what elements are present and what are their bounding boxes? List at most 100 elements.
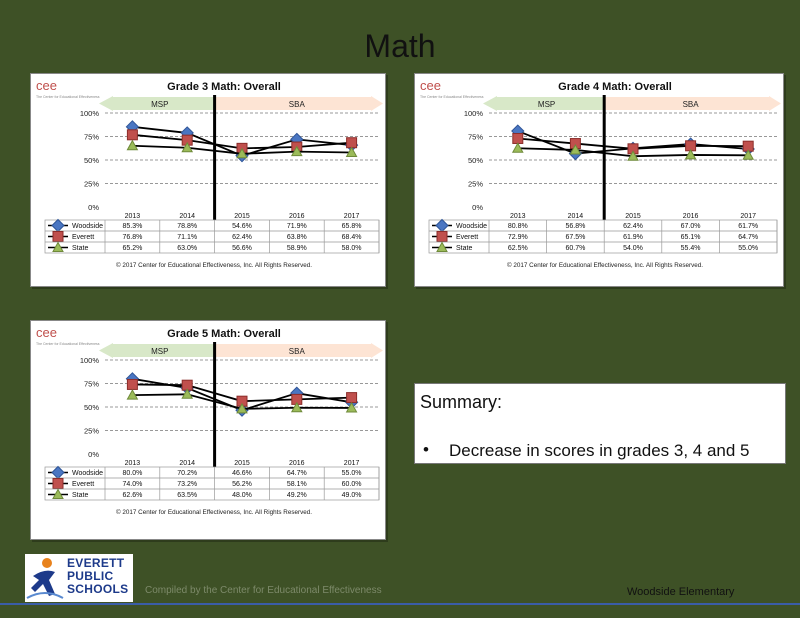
chart-grade-4-math: cee The Center for Educational Effectiven… (414, 73, 784, 287)
data-label: 56.2% (232, 481, 252, 488)
y-tick-label: 75% (84, 380, 99, 389)
summary-bullet: • (423, 440, 429, 459)
summary-box: Summary: • Decrease in scores in grades … (414, 383, 786, 464)
data-label: 70.2% (177, 470, 197, 477)
data-label: 63.0% (177, 245, 197, 252)
brand-subtitle: The Center for Educational Effectiveness (36, 342, 100, 346)
msp-band-label: MSP (538, 100, 555, 109)
logo-line-3: SCHOOLS (67, 582, 129, 596)
data-label: 55.0% (738, 245, 758, 252)
y-tick-label: 25% (468, 180, 483, 189)
logo-line-1: EVERETT (67, 556, 125, 570)
runner-icon (26, 558, 64, 599)
data-label: 61.7% (738, 223, 758, 230)
data-label: 58.0% (342, 245, 362, 252)
legend-marker (51, 218, 65, 233)
data-label: 55.0% (342, 470, 362, 477)
data-label: 67.5% (565, 234, 585, 241)
data-label: 49.2% (287, 492, 307, 499)
data-label: 60.0% (342, 481, 362, 488)
y-tick-label: 75% (468, 133, 483, 142)
data-label: 62.6% (122, 492, 142, 499)
data-label: 58.9% (287, 245, 307, 252)
y-tick-label: 25% (84, 180, 99, 189)
brand-logo: cee (36, 325, 57, 340)
point-state (290, 145, 303, 157)
data-label: 56.6% (232, 245, 252, 252)
data-label: 46.6% (232, 470, 252, 477)
msp-band-label: MSP (151, 347, 168, 356)
summary-text: Decrease in scores in grades 3, 4 and 5 (449, 441, 750, 460)
point-state (181, 388, 194, 399)
y-tick-label: 25% (84, 427, 99, 436)
point-state (126, 139, 139, 151)
data-label: 62.5% (508, 245, 528, 252)
point-everett (126, 129, 138, 141)
legend-marker (52, 241, 64, 252)
point-state (345, 401, 358, 413)
data-label: 65.8% (342, 223, 362, 230)
chart-grade-3-math: cee The Center for Educational Effectiven… (30, 73, 386, 287)
x-tick-label: 2017 (344, 213, 360, 220)
footer-credit: Compiled by the Center for Educational E… (145, 585, 382, 596)
chart-title: Grade 3 Math: Overall (167, 81, 281, 93)
data-label: 55.4% (681, 245, 701, 252)
brand-logo: cee (36, 78, 57, 93)
slide-title: Math (364, 28, 436, 64)
data-label: 85.3% (122, 223, 142, 230)
y-tick-label: 50% (84, 156, 99, 165)
data-label: 64.7% (287, 470, 307, 477)
summary-heading: Summary: (420, 392, 503, 412)
x-tick-label: 2014 (179, 213, 195, 220)
point-state (569, 143, 582, 155)
legend-label-woodside: Woodside (72, 223, 103, 230)
x-tick-label: 2013 (125, 460, 141, 467)
sba-band-label: SBA (289, 347, 306, 356)
data-label: 62.4% (232, 234, 252, 241)
copyright-notice: © 2017 Center for Educational Effectiven… (507, 261, 703, 269)
y-tick-label: 0% (88, 203, 99, 212)
data-label: 54.6% (232, 223, 252, 230)
data-label: 63.8% (287, 234, 307, 241)
x-tick-label: 2015 (234, 460, 250, 467)
x-tick-label: 2016 (683, 213, 699, 220)
chart-title: Grade 4 Math: Overall (558, 81, 672, 93)
y-tick-label: 100% (80, 356, 100, 365)
data-label: 63.5% (177, 492, 197, 499)
data-label: 67.0% (681, 223, 701, 230)
x-tick-label: 2016 (289, 213, 305, 220)
msp-band (99, 343, 215, 358)
x-tick-label: 2015 (234, 213, 250, 220)
chart-svg: cee The Center for Educational Effectiven… (420, 78, 781, 269)
chart-grade-5-math: cee The Center for Educational Effectiven… (30, 320, 386, 540)
data-label: 80.0% (122, 470, 142, 477)
data-label: 64.7% (738, 234, 758, 241)
x-tick-label: 2016 (289, 460, 305, 467)
x-tick-label: 2017 (344, 460, 360, 467)
sba-band (214, 96, 383, 111)
sba-band-label: SBA (289, 100, 306, 109)
point-state (236, 402, 248, 414)
msp-band (99, 96, 215, 111)
x-tick-label: 2013 (125, 213, 141, 220)
brand-subtitle: The Center for Educational Effectiveness (36, 95, 100, 99)
data-label: 61.9% (623, 234, 643, 241)
point-state (126, 389, 139, 400)
legend-label-state: State (72, 245, 88, 252)
point-everett (126, 378, 138, 390)
x-tick-label: 2015 (625, 213, 641, 220)
data-label: 60.7% (565, 245, 585, 252)
legend-marker (435, 218, 449, 233)
legend-label-everett: Everett (456, 234, 478, 241)
point-everett (346, 392, 358, 404)
data-label: 68.4% (342, 234, 362, 241)
everett-public-schools-logo: EVERETT PUBLIC SCHOOLS (25, 554, 133, 602)
x-tick-label: 2014 (568, 213, 584, 220)
legend-marker (51, 465, 65, 480)
data-label: 71.9% (287, 223, 307, 230)
logo-text: EVERETT PUBLIC SCHOOLS (67, 557, 128, 596)
chart-svg: cee The Center for Educational Effectiven… (36, 78, 383, 269)
point-state (627, 150, 639, 161)
legend-marker (436, 241, 448, 252)
chart-svg: cee The Center for Educational Effectiven… (36, 325, 383, 516)
